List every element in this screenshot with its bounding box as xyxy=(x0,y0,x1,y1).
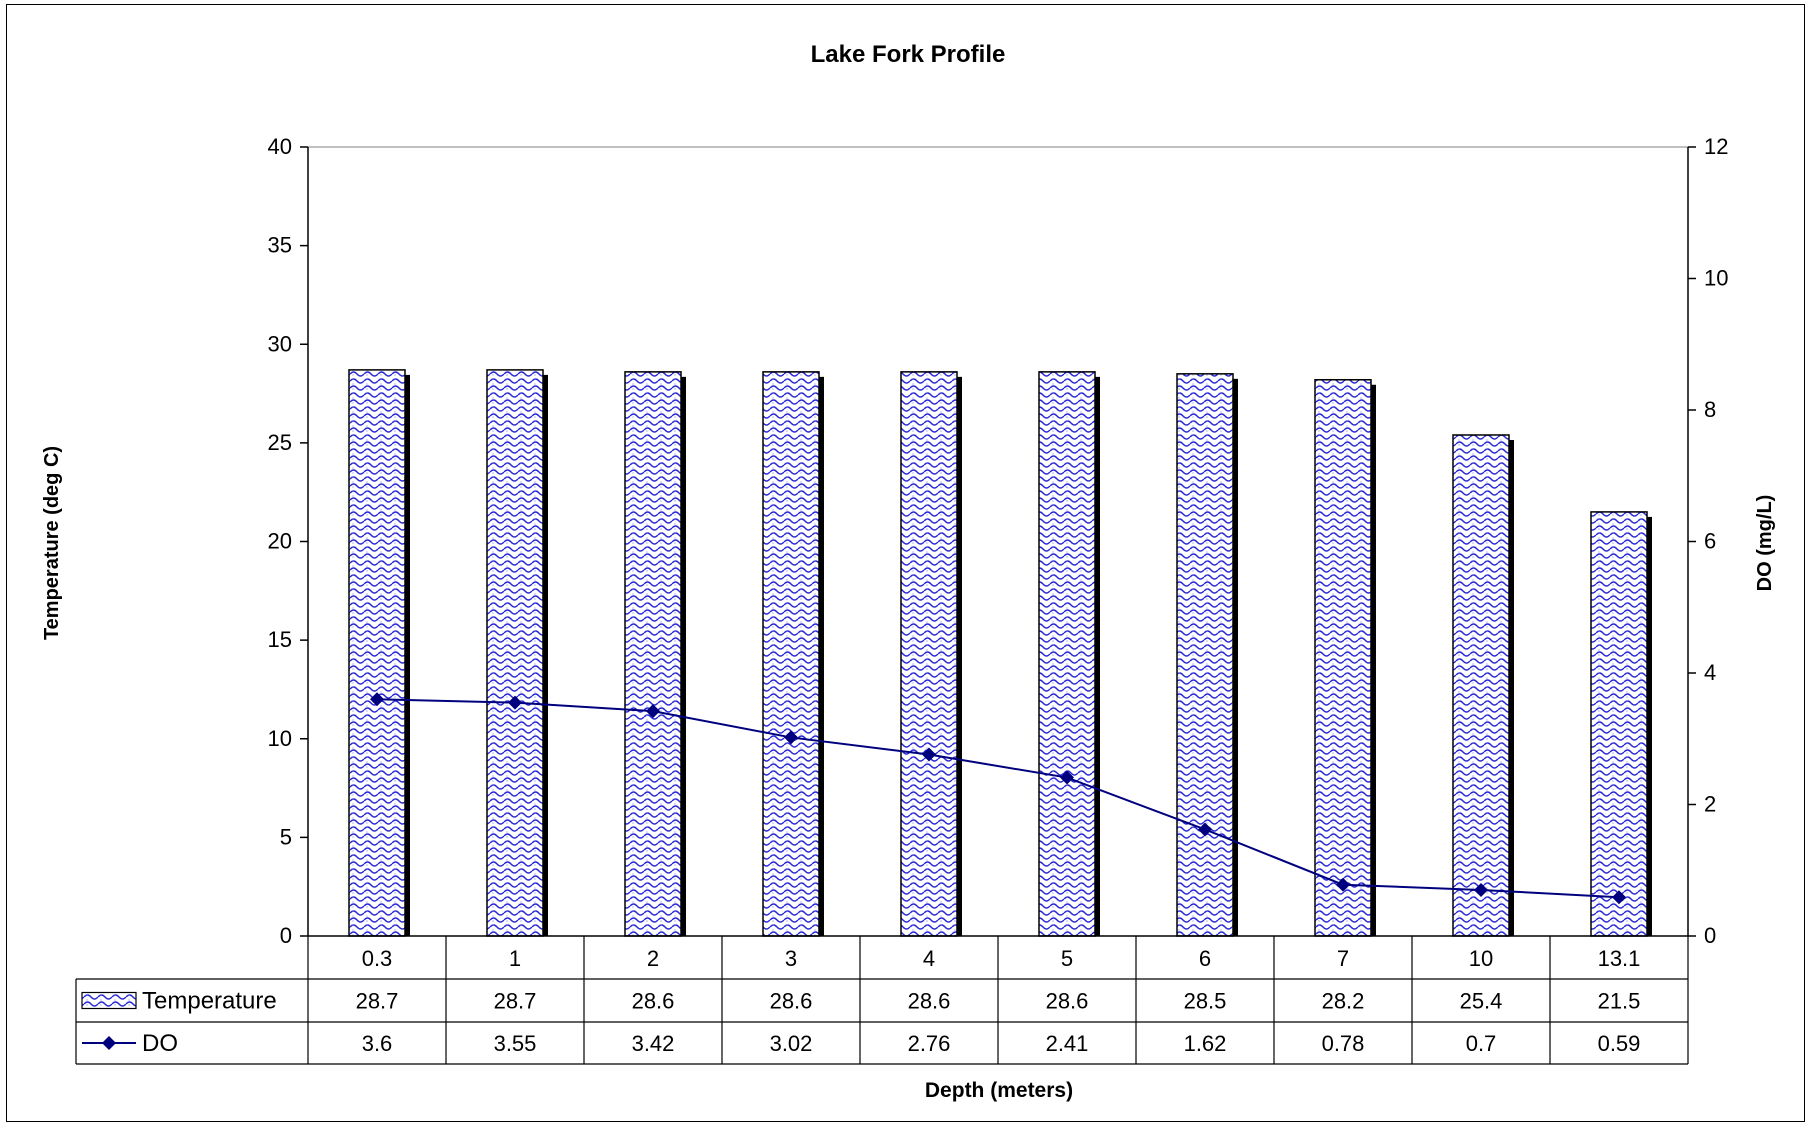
y-tick-label: 25 xyxy=(268,430,292,455)
x-tick-label: 2 xyxy=(647,946,659,971)
bar-temperature-4 xyxy=(900,371,958,937)
y-tick-label: 40 xyxy=(268,134,292,159)
y-tick-label: 30 xyxy=(268,331,292,356)
y-tick-label: 35 xyxy=(268,233,292,258)
y-tick-label: 15 xyxy=(268,627,292,652)
temperature-value: 28.6 xyxy=(1046,989,1089,1014)
y2-tick-label: 2 xyxy=(1704,792,1716,817)
do-point-7 xyxy=(1336,877,1350,892)
do-series-line xyxy=(376,698,1620,899)
y2-tick-label: 10 xyxy=(1704,266,1728,291)
y-tick-label: 0 xyxy=(280,923,292,948)
bar-temperature-2 xyxy=(624,371,682,937)
legend-temperature-swatch xyxy=(81,991,137,1010)
do-value: 1.62 xyxy=(1184,1031,1227,1056)
x-axis-label: Depth (meters) xyxy=(925,1079,1073,1102)
do-value: 3.02 xyxy=(770,1031,813,1056)
do-value: 0.78 xyxy=(1322,1031,1365,1056)
chart-title: Lake Fork Profile xyxy=(811,41,1006,68)
do-point-3 xyxy=(784,730,798,745)
do-line xyxy=(370,692,1626,905)
bar-temperature-3 xyxy=(762,371,820,937)
y-tick-label: 5 xyxy=(280,824,292,849)
do-point-6 xyxy=(1198,822,1212,837)
x-tick-label: 10 xyxy=(1469,946,1493,971)
y-tick-label: 20 xyxy=(268,529,292,554)
data-table: 0.3 1 2 3 4 5 6 7 10 13.1 Temperature 28.7 28.7 28.6 2… xyxy=(75,936,1689,1065)
temperature-value: 28.6 xyxy=(908,989,951,1014)
temperature-bars xyxy=(348,369,1652,937)
x-tick-label: 0.3 xyxy=(362,946,393,971)
x-tick-label: 4 xyxy=(923,946,935,971)
y-axis-label: Temperature (deg C) xyxy=(41,446,63,640)
do-value: 3.42 xyxy=(632,1031,675,1056)
do-value: 2.41 xyxy=(1046,1031,1089,1056)
do-point-5 xyxy=(1060,770,1074,785)
temperature-value: 28.6 xyxy=(770,989,813,1014)
legend-do-marker xyxy=(102,1036,116,1050)
do-point-1 xyxy=(508,695,522,710)
bar-temperature-6 xyxy=(1176,373,1234,937)
bar-temperature-7 xyxy=(1314,379,1372,937)
do-value: 3.6 xyxy=(362,1031,393,1056)
do-value: 2.76 xyxy=(908,1031,951,1056)
do-value: 3.55 xyxy=(494,1031,537,1056)
y2-tick-label: 8 xyxy=(1704,397,1716,422)
temperature-value: 21.5 xyxy=(1598,989,1641,1014)
x-tick-label: 5 xyxy=(1061,946,1073,971)
temperature-value: 28.7 xyxy=(356,989,399,1014)
y2-tick-label: 0 xyxy=(1704,923,1716,948)
legend-do-label: DO xyxy=(142,1030,178,1057)
x-tick-label: 1 xyxy=(509,946,521,971)
x-tick-label: 7 xyxy=(1337,946,1349,971)
bar-temperature-1 xyxy=(486,369,544,937)
temperature-value: 25.4 xyxy=(1460,989,1503,1014)
do-value: 0.59 xyxy=(1598,1031,1641,1056)
do-value: 0.7 xyxy=(1466,1031,1497,1056)
temperature-value: 28.6 xyxy=(632,989,675,1014)
legend-temperature-label: Temperature xyxy=(142,988,277,1015)
do-point-0.3 xyxy=(370,692,384,707)
bar-temperature-13.1 xyxy=(1590,511,1648,937)
y2-tick-label: 12 xyxy=(1704,134,1728,159)
do-point-13.1 xyxy=(1612,890,1626,905)
bar-temperature-10 xyxy=(1452,434,1510,937)
bar-temperature-5 xyxy=(1038,371,1096,937)
temperature-value: 28.5 xyxy=(1184,989,1227,1014)
temperature-value: 28.2 xyxy=(1322,989,1365,1014)
temperature-value: 28.7 xyxy=(494,989,537,1014)
y2-axis-label: DO (mg/L) xyxy=(1754,495,1776,592)
do-point-2 xyxy=(646,704,660,719)
y2-tick-label: 6 xyxy=(1704,529,1716,554)
chart-frame xyxy=(6,4,1805,1122)
do-point-4 xyxy=(922,747,936,762)
y-tick-label: 10 xyxy=(268,726,292,751)
bar-temperature-0.3 xyxy=(348,369,406,937)
do-point-10 xyxy=(1474,882,1488,897)
x-tick-label: 3 xyxy=(785,946,797,971)
y2-tick-label: 4 xyxy=(1704,660,1716,685)
x-tick-label: 13.1 xyxy=(1598,946,1641,971)
x-tick-label: 6 xyxy=(1199,946,1211,971)
